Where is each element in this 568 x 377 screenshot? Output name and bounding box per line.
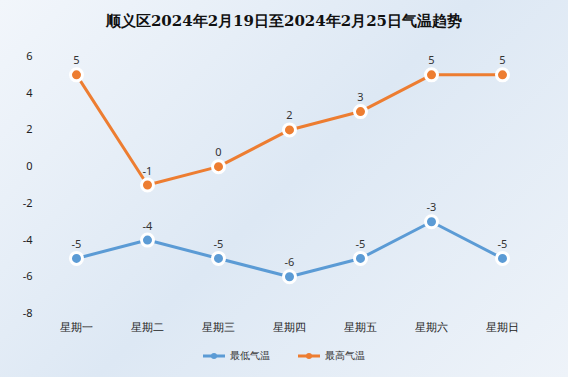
svg-text:-1: -1 [143,163,153,178]
html-text:顺义区2024年2月19日至2024年2月25日气温趋势: 顺义区2024年2月19日至2024年2月25日气温趋势 [105,12,463,30]
svg-text:0: 0 [215,144,221,159]
svg-text:星期一: 星期一 [60,319,93,334]
svg-text:-6: -6 [23,268,33,283]
svg-text:2: 2 [26,121,32,136]
svg-text:-5: -5 [72,236,82,251]
svg-text:星期四: 星期四 [273,319,306,334]
svg-text:-8: -8 [23,305,33,320]
svg-text:-5: -5 [498,236,508,251]
svg-text:-3: -3 [427,199,437,214]
svg-text:星期二: 星期二 [131,319,164,334]
svg-text:5: 5 [428,52,434,67]
html-text:最高气温: 最高气温 [325,350,365,361]
svg-text:星期三: 星期三 [202,319,235,334]
svg-text:-5: -5 [356,236,366,251]
svg-text:4: 4 [26,85,33,100]
svg-text:6: 6 [26,48,32,63]
svg-text:0: 0 [26,158,32,173]
svg-text:2: 2 [286,107,292,122]
svg-text:星期五: 星期五 [344,319,377,334]
svg-text:5: 5 [73,52,79,67]
html-text:最低气温: 最低气温 [230,350,270,361]
svg-text:-4: -4 [143,218,154,233]
svg-text:星期日: 星期日 [486,319,519,334]
svg-text:-6: -6 [285,254,295,269]
svg-text:-5: -5 [214,236,224,251]
svg-text:3: 3 [357,89,363,104]
svg-text:-4: -4 [23,232,34,247]
svg-text:星期六: 星期六 [415,319,448,334]
svg-text:-2: -2 [23,195,33,210]
svg-text:5: 5 [499,52,505,67]
